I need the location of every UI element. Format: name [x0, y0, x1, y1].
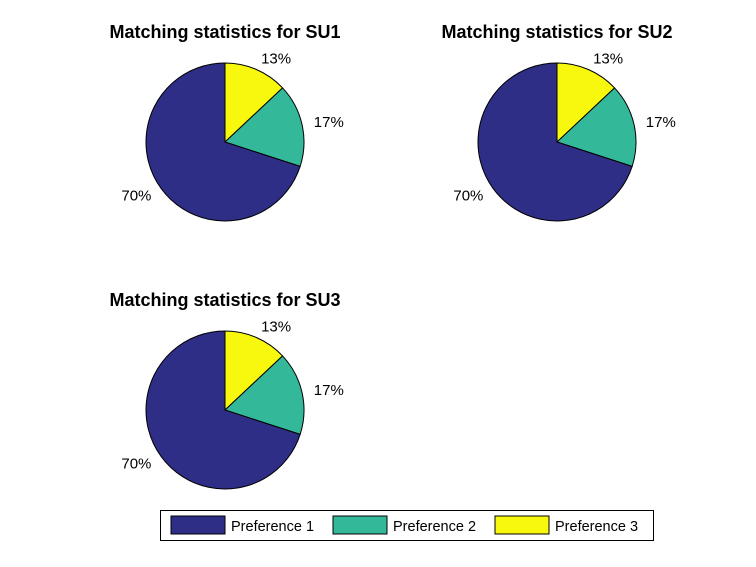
slice-label-su1-preference-3: 13% [261, 51, 291, 68]
pie-slice-su3-preference-3 [224, 330, 284, 411]
pie-slices-su1 [145, 62, 305, 222]
pie-slice-su2-preference-3 [556, 62, 616, 143]
pie-chart-su3: Matching statistics for SU3 70% 17% 13% [109, 290, 344, 490]
chart-title-su3: Matching statistics for SU3 [109, 290, 340, 310]
slice-label-su2-preference-1: 70% [453, 188, 483, 205]
pie-slices-su3 [145, 330, 305, 490]
pie-slice-su1-preference-2 [224, 87, 305, 167]
slice-label-su2-preference-2: 17% [646, 114, 676, 131]
pie-slices-su2 [477, 62, 637, 222]
legend-box [160, 510, 654, 541]
pie-slice-su2-preference-2 [556, 87, 637, 167]
slice-label-su3-preference-1: 70% [121, 456, 151, 473]
legend-label-preference-1: Preference 1 [231, 519, 314, 535]
slice-label-su3-preference-2: 17% [314, 382, 344, 399]
chart-title-su2: Matching statistics for SU2 [441, 22, 672, 42]
pie-slice-su2-preference-1 [477, 62, 633, 222]
legend-label-preference-2: Preference 2 [393, 519, 476, 535]
pie-chart-su2: Matching statistics for SU2 70% 17% 13% [441, 22, 676, 222]
slice-label-su2-preference-3: 13% [593, 51, 623, 68]
slice-label-su3-preference-3: 13% [261, 319, 291, 336]
pie-chart-su1: Matching statistics for SU1 70% 17% 13% [109, 22, 344, 222]
legend: Preference 1 Preference 2 Preference 3 [160, 510, 654, 541]
slice-label-su1-preference-2: 17% [314, 114, 344, 131]
legend-swatch-preference-1 [170, 515, 226, 535]
pie-slice-su1-preference-1 [145, 62, 301, 222]
pie-slice-su1-preference-3 [224, 62, 284, 143]
legend-swatch-preference-2 [332, 515, 388, 535]
legend-label-preference-3: Preference 3 [555, 519, 638, 535]
chart-title-su1: Matching statistics for SU1 [109, 22, 340, 42]
pie-slice-su3-preference-2 [224, 355, 305, 435]
legend-swatch-preference-3 [494, 515, 550, 535]
slice-label-su1-preference-1: 70% [121, 188, 151, 205]
pie-slice-su3-preference-1 [145, 330, 301, 490]
